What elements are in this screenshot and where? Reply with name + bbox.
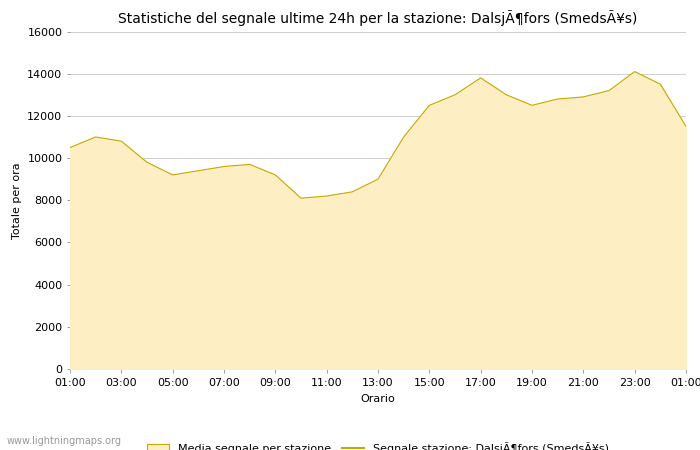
- Text: www.lightningmaps.org: www.lightningmaps.org: [7, 436, 122, 446]
- X-axis label: Orario: Orario: [360, 394, 395, 404]
- Title: Statistiche del segnale ultime 24h per la stazione: DalsjÃ¶fors (SmedsÃ¥s): Statistiche del segnale ultime 24h per l…: [118, 10, 638, 26]
- Y-axis label: Totale per ora: Totale per ora: [12, 162, 22, 238]
- Legend: Media segnale per stazione, Segnale stazione: DalsjÃ¶fors (SmedsÃ¥s): Media segnale per stazione, Segnale staz…: [142, 437, 614, 450]
